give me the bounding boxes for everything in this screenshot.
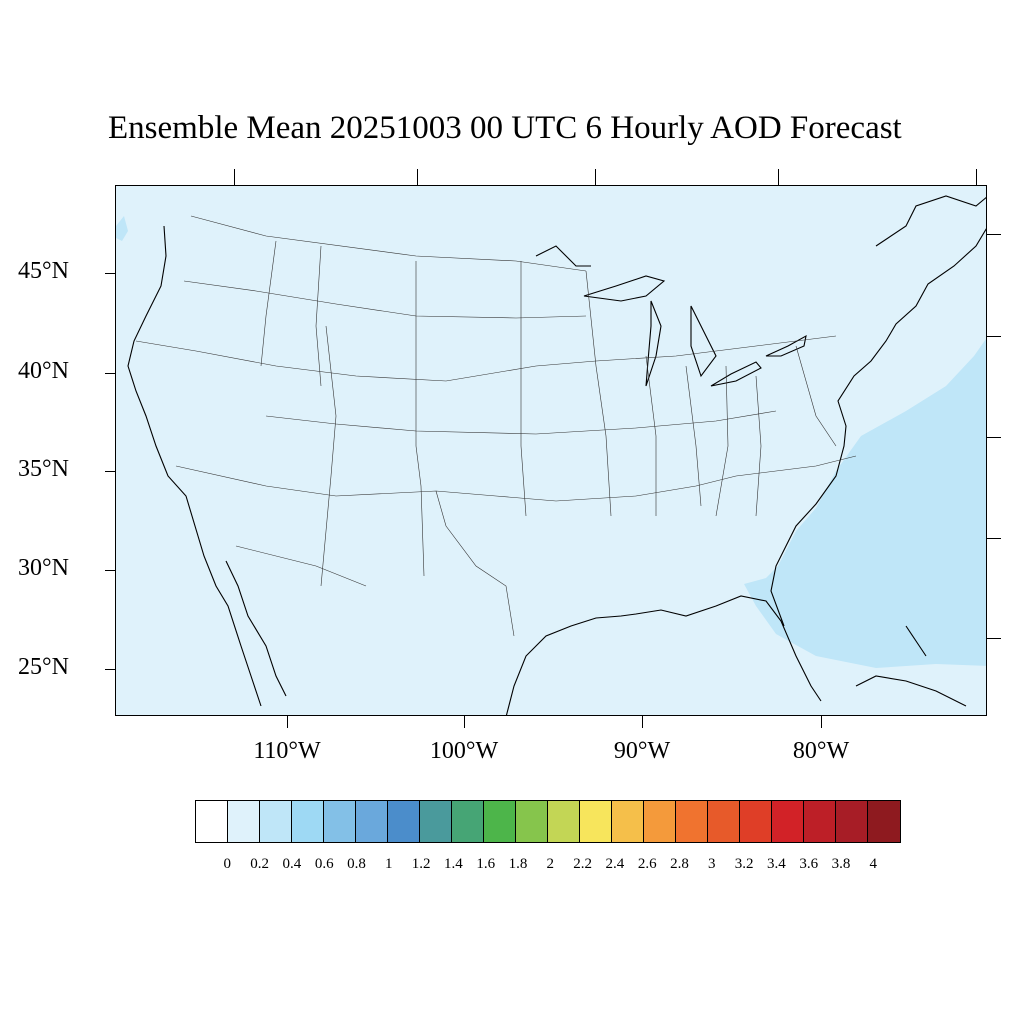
state-borders: [135, 215, 857, 637]
colorbar-swatch: [260, 801, 292, 842]
colorbar-label: 2.4: [605, 856, 625, 872]
right-tick: [987, 638, 1001, 639]
lon-label-100w: 100°W: [429, 738, 499, 764]
lon-tick: [642, 716, 643, 728]
colorbar-label: 3: [708, 856, 716, 872]
lat-label-45n: 45°N: [18, 258, 69, 284]
aod-higher-region-west: [116, 216, 128, 241]
colorbar-swatch: [196, 801, 228, 842]
colorbar-swatch: [868, 801, 900, 842]
colorbar-swatch: [708, 801, 740, 842]
colorbar-label: 1.4: [444, 856, 463, 872]
right-tick: [987, 538, 1001, 539]
colorbar-swatch: [452, 801, 484, 842]
lon-tick: [464, 716, 465, 728]
aod-map: [116, 186, 986, 715]
colorbar-swatch: [740, 801, 772, 842]
colorbar-swatch: [388, 801, 420, 842]
lat-tick: [105, 471, 115, 472]
top-tick: [976, 169, 977, 185]
colorbar-swatch: [804, 801, 836, 842]
colorbar-swatch: [548, 801, 580, 842]
colorbar: [195, 800, 901, 843]
colorbar-label: 0: [223, 856, 232, 872]
colorbar-swatch: [580, 801, 612, 842]
lat-label-35n: 35°N: [18, 456, 69, 482]
colorbar-label: 0.6: [314, 856, 334, 872]
colorbar-label: 0.8: [347, 856, 366, 872]
colorbar-label: 2: [546, 856, 555, 872]
colorbar-label: 0.2: [250, 856, 269, 872]
top-tick: [417, 169, 418, 185]
right-tick: [987, 437, 1001, 438]
map-title: Ensemble Mean 20251003 00 UTC 6 Hourly A…: [108, 110, 902, 146]
colorbar-label: 1: [385, 856, 393, 872]
lat-label-40n: 40°N: [18, 358, 69, 384]
colorbar-swatch: [772, 801, 804, 842]
colorbar-label: 2.8: [670, 856, 689, 872]
lon-label-90w: 90°W: [613, 738, 671, 764]
colorbar-label: 2.2: [573, 856, 592, 872]
colorbar-swatch: [324, 801, 356, 842]
colorbar-swatch: [836, 801, 868, 842]
lon-label-110w: 110°W: [253, 738, 321, 764]
colorbar-label: 0.4: [282, 856, 302, 872]
right-tick: [987, 234, 1001, 235]
colorbar-swatch: [644, 801, 676, 842]
colorbar-label: 3.4: [767, 856, 786, 872]
coastlines: [127, 195, 986, 715]
top-tick: [595, 169, 596, 185]
colorbar-label: 3.6: [799, 856, 819, 872]
colorbar-swatch: [516, 801, 548, 842]
aod-higher-region: [744, 338, 986, 668]
top-tick: [778, 169, 779, 185]
lon-tick: [821, 716, 822, 728]
lon-label-80w: 80°W: [792, 738, 850, 764]
colorbar-swatch: [676, 801, 708, 842]
lat-tick: [105, 373, 115, 374]
colorbar-label: 3.8: [831, 856, 851, 872]
colorbar-label: 1.6: [476, 856, 496, 872]
lat-tick: [105, 273, 115, 274]
right-tick: [987, 336, 1001, 337]
colorbar-label: 2.6: [637, 856, 657, 872]
top-tick: [234, 169, 235, 185]
lat-label-30n: 30°N: [18, 555, 69, 581]
lat-tick: [105, 669, 115, 670]
colorbar-swatch: [292, 801, 324, 842]
colorbar-label: 4: [869, 856, 878, 872]
colorbar-swatch: [420, 801, 452, 842]
lon-tick: [287, 716, 288, 728]
colorbar-swatch: [228, 801, 260, 842]
colorbar-label: 1.2: [411, 856, 431, 872]
lat-label-25n: 25°N: [18, 654, 69, 680]
colorbar-label: 3.2: [734, 856, 754, 872]
colorbar-swatch: [356, 801, 388, 842]
colorbar-label: 1.8: [508, 856, 528, 872]
map-panel: [115, 185, 987, 716]
colorbar-swatch: [612, 801, 644, 842]
colorbar-swatch: [484, 801, 516, 842]
lat-tick: [105, 570, 115, 571]
